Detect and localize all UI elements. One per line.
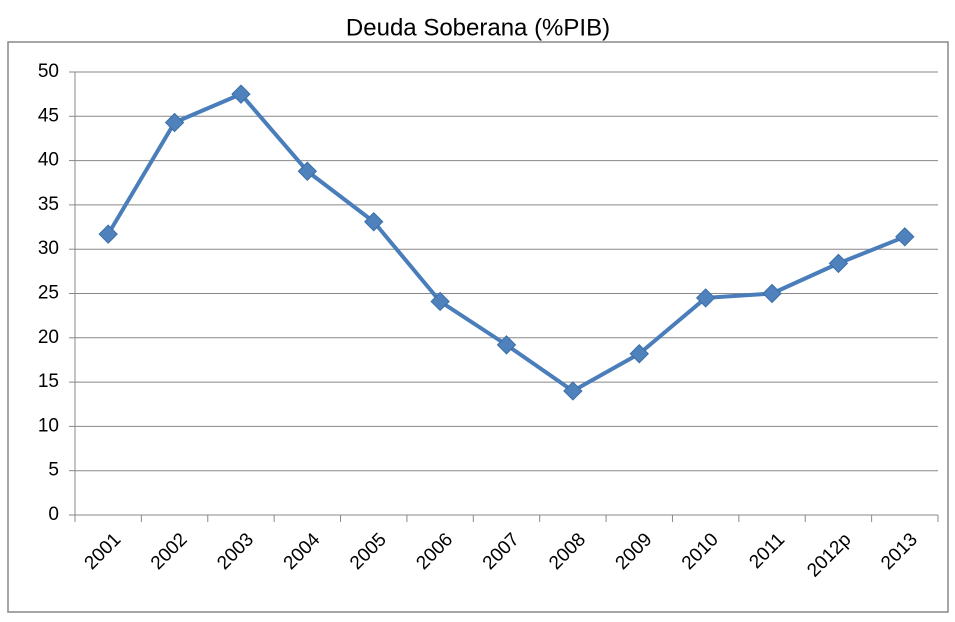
data-point [231,84,251,104]
data-point [895,227,915,247]
y-tick-label: 5 [48,460,59,481]
y-tick-label: 15 [38,371,59,392]
y-tick-label: 25 [38,283,59,304]
y-tick-label: 10 [38,415,59,436]
data-point [364,212,384,232]
data-point [98,224,118,244]
data-point [629,344,649,364]
chart-title: Deuda Soberana (%PIB) [346,14,610,41]
y-tick-label: 35 [38,194,59,215]
data-point [695,288,716,308]
y-tick-label: 30 [38,238,59,259]
y-tick-label: 40 [38,150,59,171]
y-tick-label: 50 [38,61,59,82]
y-tick-label: 0 [48,504,59,525]
data-point [828,253,849,274]
y-tick-label: 20 [38,327,59,348]
data-point [297,161,318,181]
data-point [762,283,782,304]
data-point [496,335,517,355]
data-point [563,381,583,401]
data-point [430,291,450,312]
y-tick-label: 45 [38,105,59,126]
data-point [164,112,185,133]
